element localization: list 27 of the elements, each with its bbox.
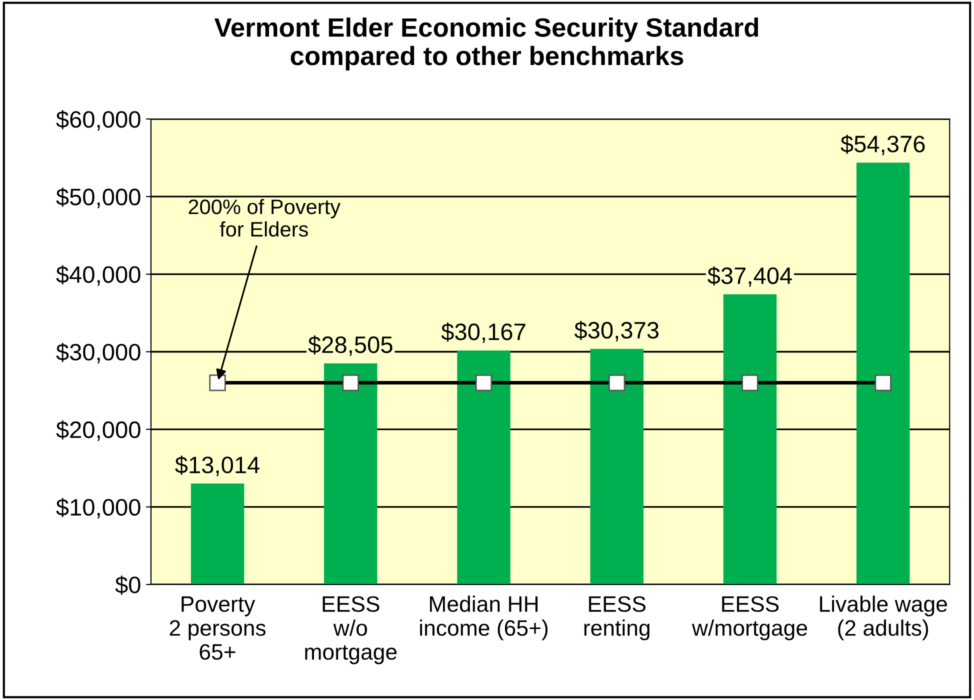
- bar: [324, 363, 378, 584]
- bar: [856, 162, 910, 584]
- y-tick-label: $20,000: [56, 420, 140, 441]
- data-label: $37,404: [708, 266, 792, 287]
- y-tick-label: $50,000: [56, 188, 140, 208]
- x-tick-label: EESS renting: [584, 596, 650, 640]
- y-tick-label: $30,000: [56, 342, 140, 364]
- data-label: $30,167: [441, 322, 526, 344]
- chart-title: Vermont Elder Economic Security Standard compared to other benchmarks: [214, 18, 758, 71]
- x-tick-label: Median HH income (65+): [420, 596, 548, 640]
- y-tick-label: $10,000: [56, 498, 140, 518]
- x-tick-label: EESS w/o mortgage: [305, 596, 397, 664]
- data-label: $13,014: [175, 456, 260, 476]
- x-tick-label: Poverty 2 persons 65+: [170, 596, 266, 660]
- bar: [457, 350, 510, 584]
- data-label: $28,505: [308, 335, 392, 356]
- bar: [590, 348, 644, 584]
- y-tick-label: $0: [115, 576, 140, 595]
- bar: [723, 294, 777, 584]
- y-tick-label: $40,000: [56, 265, 140, 286]
- data-label: $54,376: [840, 134, 925, 156]
- bar: [190, 484, 244, 584]
- y-tick-label: $60,000: [56, 110, 140, 131]
- x-tick-label: Livable wage (2 adults): [820, 596, 947, 640]
- annotation: 200% of Poverty for Elders: [188, 198, 341, 237]
- data-label: $30,373: [574, 320, 659, 342]
- x-tick-label: EESS w/mortgage: [692, 596, 808, 640]
